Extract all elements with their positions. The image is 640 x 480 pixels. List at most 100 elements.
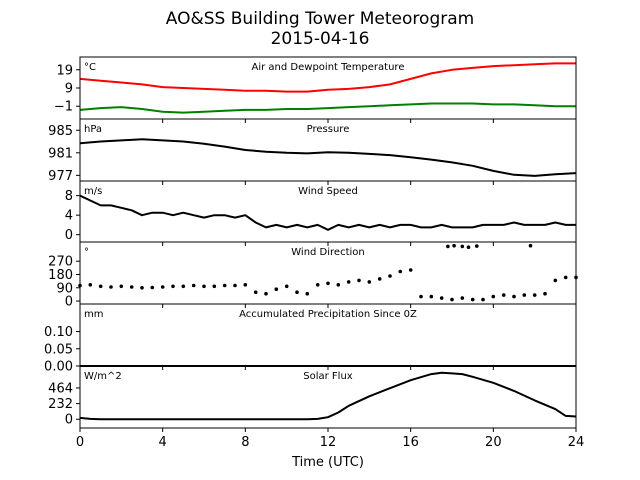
wind-direction-point bbox=[233, 283, 237, 288]
y-tick-label: 985 bbox=[48, 124, 73, 139]
y-tick-label: 8 bbox=[65, 189, 73, 204]
wind-direction-point bbox=[160, 285, 165, 289]
wind-direction-point bbox=[222, 283, 227, 288]
panel-title: Air and Dewpoint Temperature bbox=[252, 62, 405, 73]
y-tick-label: 90 bbox=[56, 281, 73, 296]
wind-direction-point bbox=[512, 294, 516, 299]
series-line-3-1 bbox=[79, 194, 576, 231]
x-axis-label: Time (UTC) bbox=[291, 455, 364, 470]
panel-unit-label: W/m^2 bbox=[84, 371, 122, 382]
x-tick-label: 4 bbox=[159, 435, 167, 450]
x-tick-label: 12 bbox=[320, 435, 337, 450]
y-tick-label: 981 bbox=[48, 146, 73, 161]
wind-direction-point bbox=[408, 268, 413, 272]
wind-direction-point bbox=[243, 283, 248, 287]
wind-direction-point bbox=[470, 297, 475, 302]
wind-direction-point bbox=[528, 243, 533, 248]
y-tick-label: 977 bbox=[48, 169, 73, 184]
y-tick-label: 464 bbox=[48, 381, 73, 396]
y-tick-label: 0.05 bbox=[44, 342, 73, 357]
wind-direction-point bbox=[181, 284, 186, 289]
wind-direction-point bbox=[419, 294, 423, 299]
y-tick-label: 0 bbox=[65, 295, 73, 310]
panel-title: Solar Flux bbox=[303, 371, 353, 382]
wind-direction-point bbox=[212, 284, 217, 289]
wind-direction-point bbox=[532, 293, 537, 297]
wind-direction-point bbox=[452, 243, 456, 248]
y-tick-label: 0.00 bbox=[44, 360, 73, 375]
wind-direction-point bbox=[109, 285, 113, 289]
x-tick-label: 8 bbox=[241, 435, 249, 450]
panel-unit-label: °C bbox=[84, 62, 96, 73]
wind-direction-point bbox=[346, 280, 351, 284]
wind-direction-point bbox=[202, 284, 206, 289]
wind-direction-point bbox=[284, 284, 289, 289]
y-tick-label: 232 bbox=[48, 397, 73, 412]
wind-direction-point bbox=[140, 286, 144, 290]
wind-direction-point bbox=[377, 277, 382, 281]
series-line-1-1 bbox=[79, 62, 576, 93]
wind-direction-point bbox=[553, 278, 558, 283]
wind-direction-point bbox=[543, 291, 547, 296]
y-tick-label: 180 bbox=[48, 268, 73, 283]
panel-title: Pressure bbox=[307, 124, 350, 135]
wind-direction-point bbox=[305, 291, 310, 296]
wind-direction-point bbox=[326, 281, 330, 286]
wind-direction-point bbox=[398, 269, 403, 274]
panel-3: 0 4 8 m/s Wind Speed bbox=[65, 180, 577, 246]
y-tick-label: 0 bbox=[65, 413, 73, 428]
wind-direction-point bbox=[119, 284, 124, 289]
wind-direction-point bbox=[450, 297, 454, 302]
wind-direction-point bbox=[501, 293, 506, 297]
x-tick-label: 24 bbox=[568, 435, 585, 450]
figure-title: AO&SS Building Tower Meteorogram bbox=[165, 9, 475, 29]
panel-1: −1 9 19 °C Air and Dewpoint Temperature bbox=[54, 56, 577, 123]
panel-title: Wind Direction bbox=[291, 247, 365, 258]
wind-direction-point bbox=[522, 293, 527, 297]
y-tick-label: 0.10 bbox=[44, 325, 73, 340]
panel-unit-label: mm bbox=[84, 309, 103, 320]
panel-unit-label: m/s bbox=[84, 186, 102, 197]
wind-direction-point bbox=[491, 294, 496, 299]
wind-direction-point bbox=[388, 274, 392, 278]
x-tick-label: 0 bbox=[76, 435, 84, 450]
wind-direction-point bbox=[367, 280, 372, 284]
series-line-6-1 bbox=[79, 371, 577, 421]
wind-direction-point bbox=[315, 283, 320, 287]
wind-direction-point bbox=[129, 285, 134, 289]
wind-direction-point bbox=[460, 296, 465, 300]
y-tick-label: 9 bbox=[65, 82, 73, 97]
wind-direction-point bbox=[274, 287, 279, 292]
wind-direction-point bbox=[429, 294, 434, 299]
wind-direction-point bbox=[253, 290, 258, 295]
y-tick-label: 19 bbox=[56, 63, 73, 78]
wind-direction-point bbox=[357, 278, 361, 283]
wind-direction-point bbox=[150, 285, 155, 290]
wind-direction-point bbox=[191, 283, 196, 288]
wind-direction-point bbox=[171, 284, 175, 289]
panel-title: Accumulated Precipitation Since 0Z bbox=[239, 309, 417, 320]
wind-direction-point bbox=[446, 244, 450, 249]
series-line-2-1 bbox=[79, 138, 577, 177]
wind-direction-point bbox=[295, 290, 299, 295]
panel-unit-label: hPa bbox=[84, 124, 102, 135]
wind-direction-point bbox=[475, 244, 479, 248]
y-tick-label: 270 bbox=[48, 255, 73, 270]
wind-direction-point bbox=[336, 283, 341, 287]
panel-5: 0.00 0.05 0.10 mm Accumulated Precipitation … bbox=[44, 303, 577, 375]
figure-subtitle: 2015-04-16 bbox=[270, 29, 370, 49]
x-tick-label: 16 bbox=[402, 435, 419, 450]
panel-title: Wind Speed bbox=[298, 186, 358, 197]
wind-direction-point bbox=[481, 297, 485, 302]
panel-2: 977 981 985 hPa Pressure bbox=[48, 118, 577, 185]
x-tick-label: 20 bbox=[485, 435, 502, 450]
wind-direction-point bbox=[439, 296, 444, 300]
wind-direction-point bbox=[460, 244, 465, 249]
panel-unit-label: ° bbox=[84, 247, 89, 258]
series-line-1-2 bbox=[79, 102, 576, 114]
y-tick-label: −1 bbox=[54, 100, 73, 115]
